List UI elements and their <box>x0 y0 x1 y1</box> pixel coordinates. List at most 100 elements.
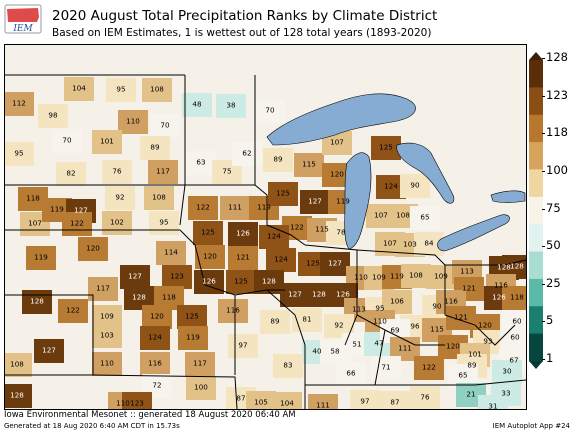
district-label: 112 <box>12 99 26 108</box>
district-fill <box>266 248 296 272</box>
colorbar-cell <box>529 196 543 225</box>
colorbar-cell <box>529 333 543 362</box>
district-label: 97 <box>360 397 369 406</box>
state-border <box>445 259 526 266</box>
colorbar-tick-label: 5 <box>541 313 554 328</box>
district-label: 121 <box>462 284 476 293</box>
district-label: 116 <box>148 359 162 368</box>
district-label: 124 <box>384 182 398 191</box>
district-label: 111 <box>398 344 412 353</box>
district-label: 107 <box>374 211 388 220</box>
colorbar-tick-label: 100 <box>542 162 568 177</box>
district-fill <box>118 110 148 134</box>
district-label: 107 <box>383 239 397 248</box>
district-fill <box>260 310 290 334</box>
district-label: 120 <box>446 342 460 351</box>
district-fill <box>142 78 172 102</box>
district-label: 110 <box>100 359 114 368</box>
district-fill <box>188 196 218 220</box>
district-label: 118 <box>510 293 524 302</box>
district-fill <box>414 356 444 380</box>
district-label: 75 <box>222 167 231 176</box>
district-label: 66 <box>346 369 356 378</box>
district-label: 83 <box>283 361 292 370</box>
district-fill <box>5 384 32 408</box>
colorbar-tick-label: 1 <box>541 351 554 365</box>
district-fill <box>5 142 34 166</box>
lake-shape <box>344 152 372 250</box>
district-label: 65 <box>458 371 467 380</box>
district-label: 126 <box>202 277 216 286</box>
district-label: 33 <box>501 389 510 398</box>
district-label: 120 <box>203 252 217 261</box>
district-label: 70 <box>160 121 170 130</box>
district-label: 92 <box>334 321 343 330</box>
district-label: 122 <box>290 223 304 232</box>
district-fill <box>56 162 86 186</box>
district-label: 95 <box>375 304 384 313</box>
district-label: 110 <box>126 117 140 126</box>
district-fill <box>144 186 174 210</box>
district-label: 107 <box>330 138 344 147</box>
district-fill <box>272 392 302 409</box>
district-label: 78 <box>336 228 346 237</box>
district-fill <box>273 354 303 378</box>
district-label: 104 <box>280 399 294 408</box>
district-label: 95 <box>14 149 23 158</box>
district-fill <box>186 376 216 400</box>
district-label: 120 <box>478 321 492 330</box>
district-fill <box>142 305 172 329</box>
district-fill <box>308 394 338 409</box>
district-label: 126 <box>492 293 506 302</box>
district-fill <box>259 225 289 249</box>
district-label: 119 <box>390 272 404 281</box>
state-border <box>92 374 238 409</box>
district-label: 124 <box>267 232 281 241</box>
state-borders <box>5 74 526 409</box>
district-fill <box>92 352 122 376</box>
district-label: 62 <box>242 149 251 158</box>
district-label: 47 <box>374 339 383 348</box>
district-fill <box>38 104 68 128</box>
district-label: 127 <box>288 290 302 299</box>
colorbar-cell <box>529 169 543 198</box>
district-fill <box>102 160 132 184</box>
district-fill <box>380 391 410 409</box>
district-label: 128 <box>132 293 146 302</box>
district-label: 124 <box>274 255 288 264</box>
district-label: 30 <box>502 367 512 376</box>
state-border <box>374 329 386 386</box>
colorbar-cell <box>529 60 543 88</box>
district-label: 89 <box>150 143 160 152</box>
district-label: 102 <box>110 218 124 227</box>
district-fill <box>336 362 366 386</box>
state-border <box>356 314 445 346</box>
district-label: 128 <box>262 277 276 286</box>
district-fill <box>140 136 170 160</box>
district-label: 114 <box>164 248 178 257</box>
colorbar-tick-label: 128 <box>542 50 568 64</box>
district-label: 31 <box>488 402 497 410</box>
district-label: 109 <box>372 273 386 282</box>
district-fill <box>26 246 56 270</box>
district-fill <box>22 290 52 314</box>
precipitation-map: 112 104 95 108 98 110 70 70 101 89 95 82 76 117 48 38 70… <box>5 74 526 410</box>
district-label: 116 <box>444 297 458 306</box>
district-fill <box>102 211 132 235</box>
district-label: 128 <box>497 263 511 272</box>
district-label: 40 <box>312 347 322 356</box>
district-label: 113 <box>460 267 474 276</box>
district-label: 125 <box>306 259 320 268</box>
district-label: 127 <box>308 197 322 206</box>
district-label: 118 <box>26 194 40 203</box>
district-fill <box>371 356 401 380</box>
state-border <box>305 379 526 386</box>
district-label: 90 <box>410 181 420 190</box>
district-fill <box>162 265 192 289</box>
district-label: 116 <box>494 281 508 290</box>
district-fill <box>220 196 250 220</box>
colorbar-cell <box>529 87 543 116</box>
district-fill <box>105 186 135 210</box>
footer-app: IEM Autoplot App #24 <box>492 422 570 430</box>
colorbar-tick-label: 123 <box>542 87 568 102</box>
